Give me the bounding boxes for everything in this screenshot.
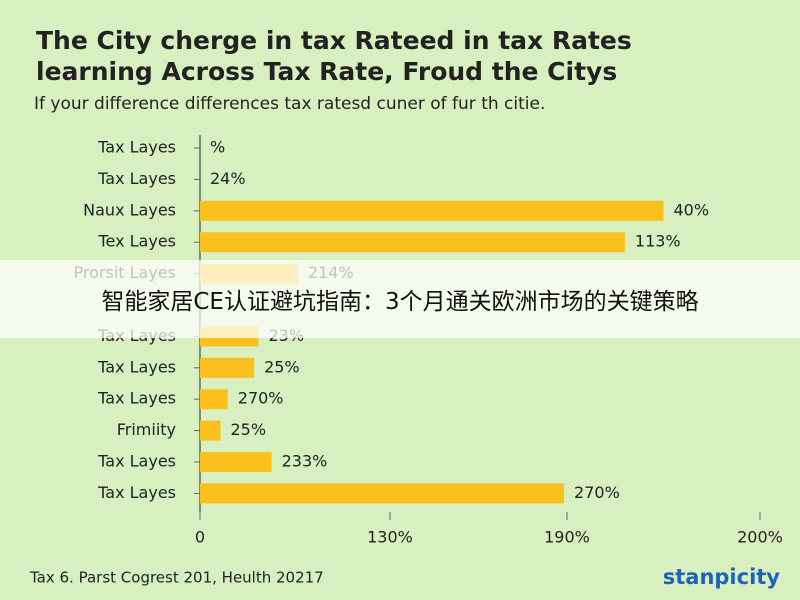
- y-tick-label: Tax Layes: [97, 452, 176, 471]
- data-label: 270%: [238, 389, 284, 408]
- data-label: 25%: [264, 357, 300, 376]
- banner: 智能家居CE认证避坑指南：3个月通关欧洲市场的关键策略: [0, 260, 800, 338]
- y-tick-label: Tax Layes: [97, 169, 176, 188]
- chart-title: learning Across Tax Rate, Froud the City…: [36, 57, 617, 86]
- chart-title: The City cherge in tax Rateed in tax Rat…: [36, 26, 632, 55]
- bar: [200, 420, 221, 441]
- y-tick-label: Tex Layes: [97, 232, 176, 251]
- x-tick-label: 190%: [544, 528, 590, 547]
- footnote: Tax 6. Parst Cogrest 201, Heulth 20217: [29, 569, 324, 587]
- bar: [200, 357, 255, 378]
- data-label: 24%: [210, 169, 246, 188]
- bar: [200, 232, 625, 253]
- x-tick-label: 200%: [737, 528, 783, 547]
- y-tick-label: Tax Layes: [97, 138, 176, 157]
- y-tick-label: Tax Layes: [97, 483, 176, 502]
- x-tick-label: 0: [195, 528, 205, 547]
- data-label: 113%: [635, 232, 681, 251]
- bar: [200, 452, 272, 472]
- y-tick-label: Tax Layes: [97, 389, 176, 408]
- bar: [200, 389, 228, 410]
- x-tick-label: 130%: [367, 528, 413, 547]
- y-tick-label: Naux Layes: [83, 200, 176, 219]
- data-label: 233%: [282, 452, 328, 471]
- data-label: 25%: [230, 420, 266, 439]
- data-label: 40%: [674, 200, 710, 219]
- data-label: 270%: [574, 483, 620, 502]
- bar: [200, 483, 565, 504]
- brand: stanpicity: [663, 565, 781, 589]
- data-label: %: [210, 138, 225, 157]
- y-tick-label: Frimiity: [117, 420, 176, 439]
- y-tick-label: Tax Layes: [97, 357, 176, 376]
- chart-subtitle: If your difference differences tax rates…: [34, 94, 545, 114]
- bar: [200, 200, 664, 221]
